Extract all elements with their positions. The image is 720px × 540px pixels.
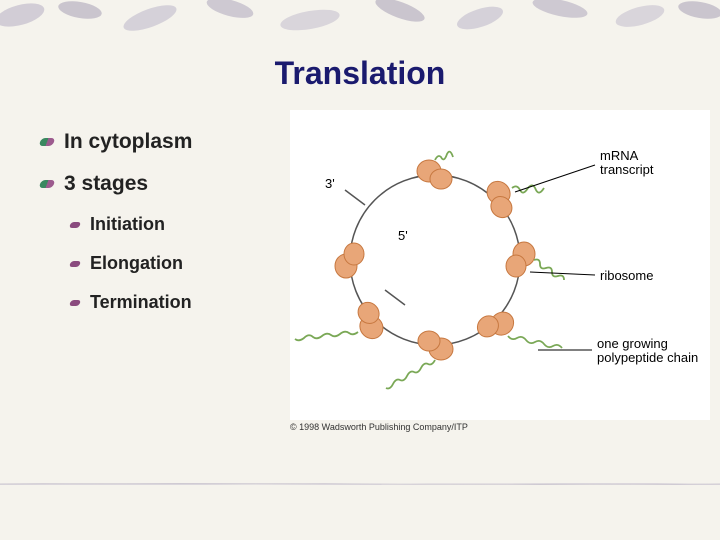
- decorative-bottom-line: [0, 483, 720, 485]
- sub-bullet-text: Termination: [90, 292, 192, 313]
- bullet-marker-icon: [39, 138, 56, 146]
- sub-bullet-marker-icon: [69, 261, 81, 267]
- sub-bullet-termination: Termination: [70, 292, 192, 313]
- label-ribosome: ribosome: [600, 268, 653, 283]
- sub-bullet-initiation: Initiation: [70, 214, 192, 235]
- bullet-in-cytoplasm: In cytoplasm: [40, 130, 192, 154]
- sub-bullet-marker-icon: [69, 300, 81, 306]
- sub-bullet-text: Initiation: [90, 214, 165, 235]
- ribosome-group: [335, 160, 535, 360]
- sub-bullet-elongation: Elongation: [70, 253, 192, 274]
- content-area: In cytoplasm 3 stages Initiation Elongat…: [40, 130, 192, 331]
- label-5prime: 5': [398, 228, 408, 243]
- copyright-text: © 1998 Wadsworth Publishing Company/ITP: [290, 422, 468, 432]
- decorative-top-border: [0, 0, 720, 40]
- sub-bullet-text: Elongation: [90, 253, 183, 274]
- label-chain-1: one growing: [597, 336, 668, 351]
- bullet-text: 3 stages: [64, 172, 148, 196]
- bullet-3-stages: 3 stages: [40, 172, 192, 196]
- sub-bullet-marker-icon: [69, 222, 81, 228]
- label-mrna-2: transcript: [600, 162, 654, 177]
- label-3prime: 3': [325, 176, 335, 191]
- slide-title: Translation: [0, 55, 720, 92]
- bullet-marker-icon: [39, 180, 56, 188]
- label-mrna-1: mRNA: [600, 148, 639, 163]
- translation-diagram: 3' 5': [290, 110, 710, 420]
- label-chain-2: polypeptide chain: [597, 350, 698, 365]
- bullet-text: In cytoplasm: [64, 130, 192, 154]
